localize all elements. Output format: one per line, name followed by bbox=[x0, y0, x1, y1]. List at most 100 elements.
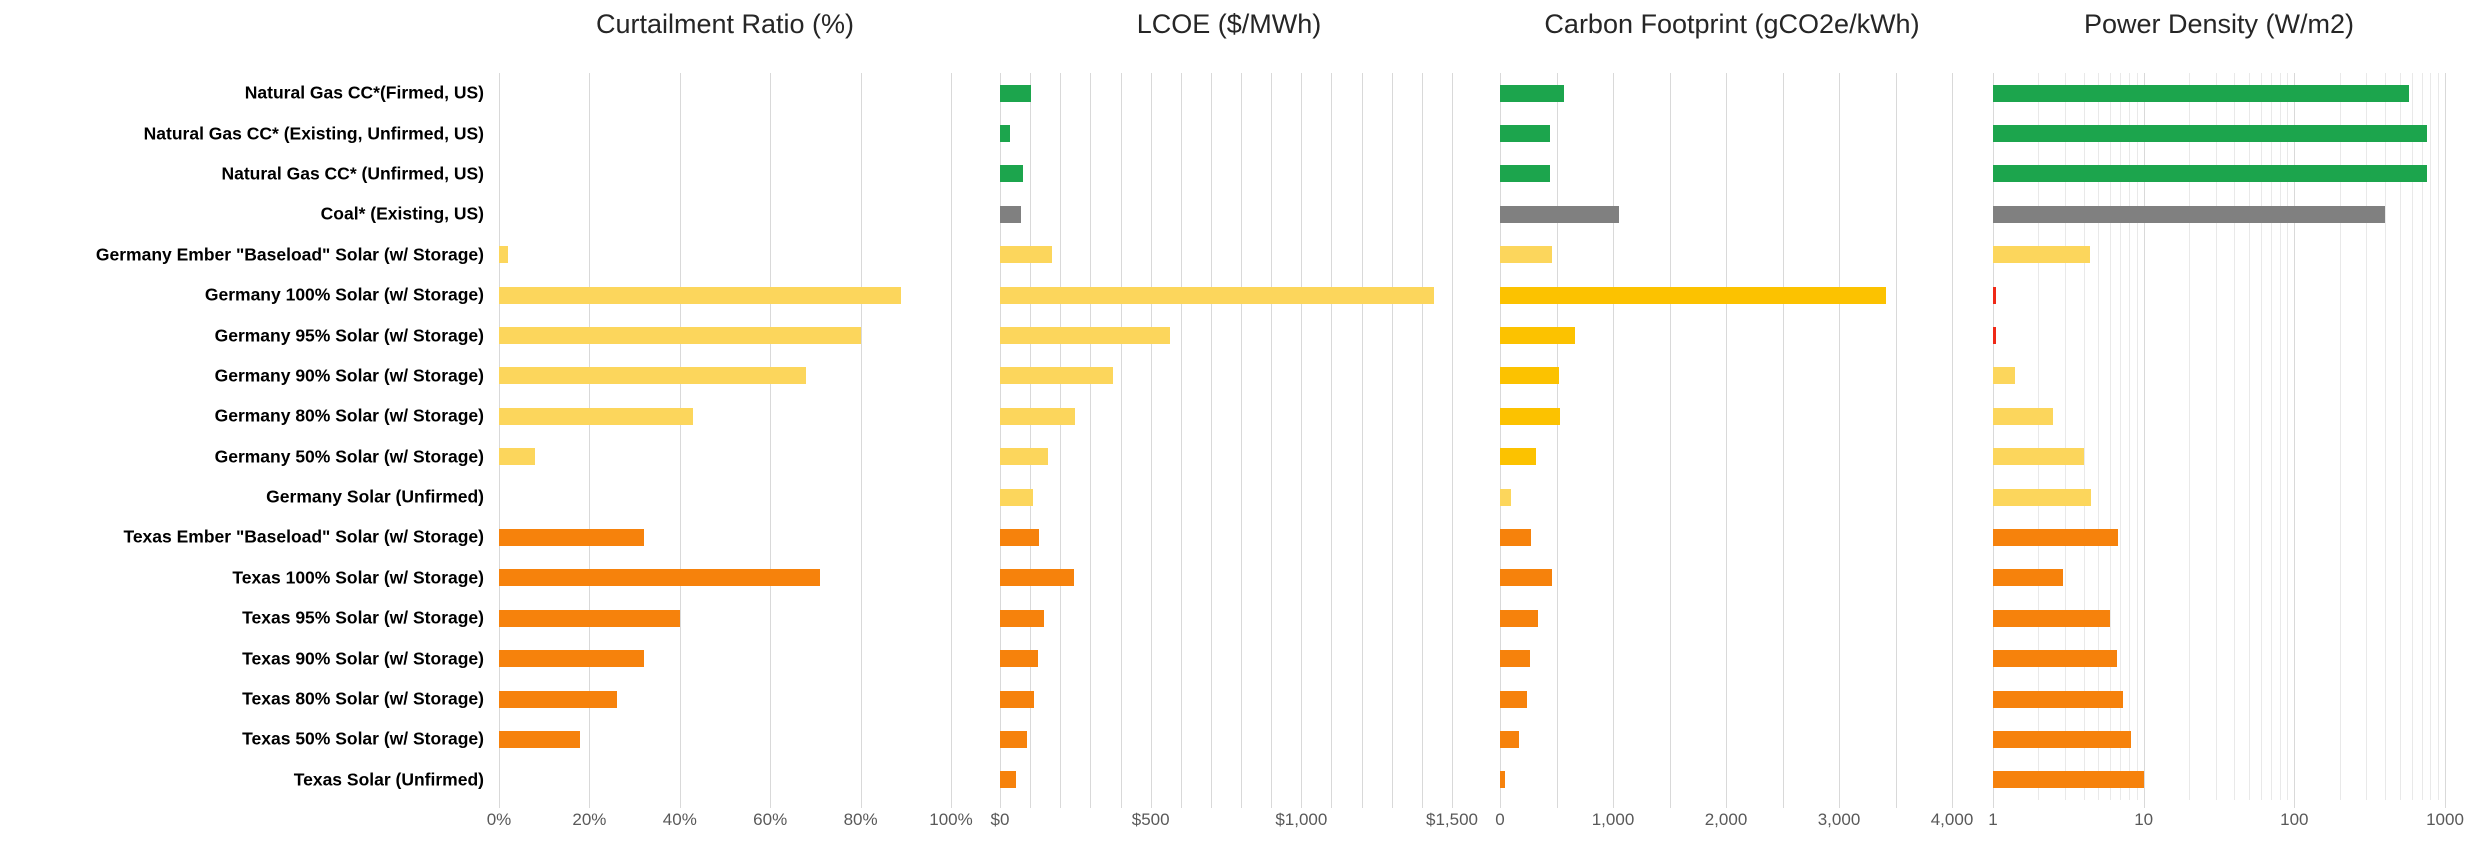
axis-tick-label: 100% bbox=[929, 810, 973, 829]
bar bbox=[1993, 690, 2124, 708]
gridline bbox=[1782, 73, 1784, 800]
minor-gridline bbox=[2430, 73, 2432, 800]
gridline bbox=[1030, 73, 1032, 800]
bar bbox=[1000, 488, 1034, 506]
row-label: Germany 90% Solar (w/ Storage) bbox=[214, 365, 484, 386]
bar bbox=[499, 448, 536, 466]
axis-tick bbox=[1726, 800, 1727, 808]
bar bbox=[1500, 246, 1552, 264]
panel-title-power-density: Power Density (W/m2) bbox=[2083, 9, 2355, 39]
gridline bbox=[1271, 73, 1273, 800]
axis-tick-label: 40% bbox=[662, 810, 697, 829]
row-label: Natural Gas CC*(Firmed, US) bbox=[244, 82, 484, 103]
bar bbox=[1000, 448, 1049, 466]
bar bbox=[1000, 650, 1038, 668]
minor-gridline bbox=[2083, 73, 2085, 800]
gridline bbox=[1993, 73, 1994, 800]
axis-tick-label: $1,000 bbox=[1275, 810, 1328, 829]
axis-tick bbox=[1500, 800, 1501, 808]
minor-gridline bbox=[2098, 73, 2100, 800]
row-label: Texas Solar (Unfirmed) bbox=[293, 769, 484, 790]
row-label: Germany 50% Solar (w/ Storage) bbox=[214, 446, 484, 467]
axis-tick bbox=[1839, 800, 1840, 808]
gridline bbox=[1556, 73, 1558, 800]
bar bbox=[499, 407, 694, 425]
bar bbox=[1000, 609, 1045, 627]
minor-gridline bbox=[2366, 73, 2368, 800]
axis-tick bbox=[1000, 800, 1001, 808]
gridline bbox=[1331, 73, 1333, 800]
gridline bbox=[1060, 73, 1062, 800]
axis-tick bbox=[679, 800, 681, 808]
gridline bbox=[2143, 73, 2145, 800]
row-label: Germany 100% Solar (w/ Storage) bbox=[204, 284, 484, 305]
gridline bbox=[1839, 73, 1840, 800]
bar bbox=[1000, 569, 1074, 587]
bar bbox=[499, 246, 509, 264]
axis-tick bbox=[1180, 800, 1182, 808]
bar bbox=[1993, 205, 2386, 223]
gridline bbox=[1421, 73, 1423, 800]
gridline bbox=[1090, 73, 1092, 800]
bar bbox=[1993, 528, 2119, 546]
bar bbox=[1993, 84, 2410, 102]
minor-gridline bbox=[2038, 73, 2040, 800]
bar bbox=[1000, 165, 1024, 183]
gridline bbox=[589, 73, 591, 800]
bar bbox=[1993, 650, 2118, 668]
bar bbox=[1000, 367, 1113, 385]
bar bbox=[1993, 569, 2063, 587]
bar bbox=[1993, 407, 2053, 425]
gridline bbox=[1180, 73, 1182, 800]
row-label: Texas Ember "Baseload" Solar (w/ Storage… bbox=[123, 526, 484, 547]
axis-tick bbox=[860, 800, 862, 808]
row-label: Texas 80% Solar (w/ Storage) bbox=[242, 688, 484, 709]
gridline bbox=[1000, 73, 1001, 800]
axis-tick-label: $0 bbox=[990, 810, 1010, 829]
minor-gridline bbox=[2279, 73, 2281, 800]
gridline bbox=[2445, 73, 2446, 800]
axis-tick-label: 60% bbox=[753, 810, 788, 829]
bar bbox=[1500, 650, 1530, 668]
axis-tick-label: 80% bbox=[843, 810, 878, 829]
bar bbox=[1000, 690, 1035, 708]
minor-gridline bbox=[2421, 73, 2423, 800]
bar bbox=[1993, 771, 2144, 789]
bar bbox=[1500, 165, 1550, 183]
minor-gridline bbox=[2129, 73, 2131, 800]
bar bbox=[1500, 730, 1520, 748]
gridline bbox=[770, 73, 772, 800]
gridline bbox=[1210, 73, 1212, 800]
bar bbox=[1000, 205, 1022, 223]
row-label: Germany Solar (Unfirmed) bbox=[266, 486, 484, 507]
bar bbox=[499, 609, 680, 627]
axis-tick bbox=[1120, 800, 1122, 808]
axis-tick bbox=[1993, 800, 1994, 808]
bar bbox=[1500, 125, 1550, 143]
row-label: Texas 100% Solar (w/ Storage) bbox=[232, 567, 484, 588]
gridline bbox=[1726, 73, 1727, 800]
axis-tick-label: 2,000 bbox=[1704, 810, 1748, 829]
axis-tick bbox=[951, 800, 952, 808]
axis-tick bbox=[2445, 800, 2446, 808]
axis-tick-label: 100 bbox=[2280, 810, 2309, 829]
minor-gridline bbox=[2287, 73, 2289, 800]
minor-gridline bbox=[2438, 73, 2440, 800]
row-label: Germany Ember "Baseload" Solar (w/ Stora… bbox=[95, 244, 484, 265]
bar bbox=[1000, 327, 1171, 345]
gridline bbox=[1391, 73, 1393, 800]
axis-tick-label: 1000 bbox=[2426, 810, 2464, 829]
bar bbox=[499, 528, 644, 546]
bar bbox=[1993, 488, 2092, 506]
axis-tick bbox=[1030, 800, 1032, 808]
bar bbox=[1500, 448, 1537, 466]
panel-title-curtailment: Curtailment Ratio (%) bbox=[595, 9, 855, 39]
minor-gridline bbox=[2189, 73, 2191, 800]
gridline bbox=[1895, 73, 1897, 800]
axis-tick-label: 0 bbox=[1495, 810, 1505, 829]
row-label: Coal* (Existing, US) bbox=[320, 203, 484, 224]
axis-tick bbox=[1361, 800, 1363, 808]
bar bbox=[1000, 730, 1028, 748]
axis-tick bbox=[499, 800, 500, 808]
gridline bbox=[1669, 73, 1671, 800]
